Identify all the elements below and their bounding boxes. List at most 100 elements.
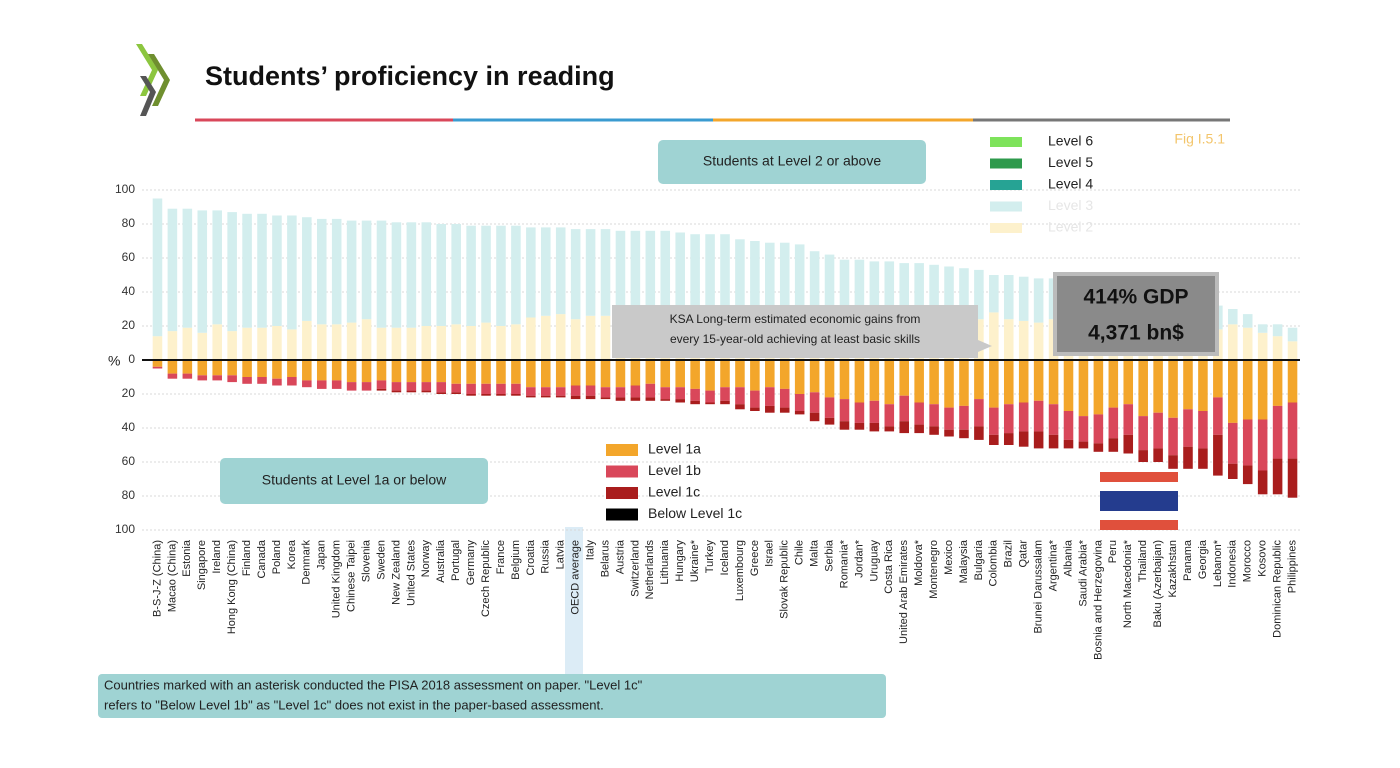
x-tick-label: Netherlands xyxy=(644,540,656,600)
x-tick-label: Albania xyxy=(1062,539,1074,577)
legend-label: Level 2 xyxy=(1048,219,1093,235)
callout-box xyxy=(220,458,488,504)
bar-segment xyxy=(1063,439,1074,449)
x-tick-label: Brazil xyxy=(1003,540,1015,568)
bar-segment xyxy=(436,360,447,383)
bar-segment xyxy=(809,412,820,422)
bar-segment xyxy=(152,366,163,369)
bar-segment xyxy=(600,315,611,360)
bar-segment xyxy=(824,360,835,398)
bar-segment xyxy=(690,234,700,315)
bar-segment xyxy=(227,212,237,332)
bar-segment xyxy=(212,360,222,376)
callout: Students at Level 2 or above xyxy=(703,153,881,169)
x-tick-label: Latvia xyxy=(555,539,567,569)
bar-segment xyxy=(914,360,924,403)
bar-segment xyxy=(436,326,447,360)
bar-segment xyxy=(1287,458,1298,498)
bar-segment xyxy=(570,319,581,360)
x-tick-label: Italy xyxy=(584,540,596,561)
x-tick-label: Canada xyxy=(256,539,268,578)
bar-segment xyxy=(839,259,850,318)
bar-segment xyxy=(1033,400,1044,432)
bar-segment xyxy=(690,388,700,401)
bar-segment xyxy=(675,360,685,388)
bar-segment xyxy=(152,336,163,360)
bar-segment xyxy=(615,230,626,320)
bar-segment xyxy=(690,400,700,405)
bar-segment xyxy=(854,422,865,430)
x-tick-label: Morocco xyxy=(1242,540,1254,582)
bar-segment xyxy=(391,360,402,383)
bar-segment xyxy=(481,394,491,396)
x-tick-label: United States xyxy=(405,540,417,607)
x-tick-label: Lebanon* xyxy=(1212,539,1224,587)
bar-segment xyxy=(630,360,641,386)
bar-segment xyxy=(1018,360,1029,403)
bar-segment xyxy=(899,421,909,434)
bar-segment xyxy=(720,234,730,320)
bar-segment xyxy=(1033,278,1044,323)
bar-segment xyxy=(451,392,461,394)
bar-segment xyxy=(1003,319,1014,360)
bar-segment xyxy=(406,382,417,391)
bar-segment xyxy=(227,360,237,376)
bar-segment xyxy=(1272,324,1283,337)
bar-segment xyxy=(526,360,536,388)
x-tick-label: Denmark xyxy=(301,540,313,585)
bar-segment xyxy=(600,360,611,388)
bar-segment xyxy=(824,254,835,316)
chart-title: Students’ proficiency in reading xyxy=(205,61,615,91)
legend-label: Level 4 xyxy=(1048,176,1093,192)
bar-segment xyxy=(541,387,551,396)
bar-segment xyxy=(1078,416,1089,442)
bar-segment xyxy=(391,222,402,328)
gdp-text: 414% GDP xyxy=(1083,286,1188,309)
bar-segment xyxy=(765,405,775,413)
bar-segment xyxy=(869,360,880,401)
x-tick-label: Baku (Azerbaijan) xyxy=(1152,540,1164,627)
bar-segment xyxy=(197,332,208,360)
bar-segment xyxy=(899,395,909,422)
bar-segment xyxy=(1033,431,1044,449)
bar-segment xyxy=(227,331,237,360)
bar-segment xyxy=(481,322,491,360)
bar-segment xyxy=(421,222,432,326)
x-tick-label: Ireland xyxy=(211,540,223,574)
y-tick-label: 60 xyxy=(122,454,136,468)
bar-segment xyxy=(779,242,790,321)
legend-swatch xyxy=(990,223,1022,233)
legend-swatch xyxy=(606,487,638,499)
bar-segment xyxy=(496,394,506,396)
x-tick-label: Argentina* xyxy=(1047,539,1059,591)
x-tick-label: New Zealand xyxy=(390,540,402,605)
legend-label: Below Level 1c xyxy=(648,505,742,521)
bar-segment xyxy=(496,225,506,326)
bar-segment xyxy=(1228,422,1238,464)
bar-segment xyxy=(735,239,745,323)
bar-segment xyxy=(1242,314,1253,328)
x-tick-label: Chile xyxy=(794,540,806,565)
x-tick-label: Kosovo xyxy=(1257,540,1269,577)
bar-segment xyxy=(346,382,357,391)
bar-segment xyxy=(899,263,909,321)
bar-segment xyxy=(914,424,924,434)
bar-segment xyxy=(585,360,596,386)
x-tick-label: Mexico xyxy=(943,540,955,575)
x-tick-label: France xyxy=(495,540,507,574)
bar-segment xyxy=(1108,360,1119,408)
x-tick-label: Singapore xyxy=(196,540,208,590)
bar-segment xyxy=(600,229,611,316)
x-tick-label: Norway xyxy=(420,540,432,578)
callout: Students at Level 1a or below xyxy=(262,472,447,488)
bar-segment xyxy=(974,319,984,360)
x-tick-label: Montenegro xyxy=(928,540,940,599)
bar-segment xyxy=(526,317,536,360)
bar-segment xyxy=(959,405,969,430)
x-tick-label: Georgia xyxy=(1197,539,1209,579)
bar-segment xyxy=(720,400,730,405)
bar-segment xyxy=(182,373,193,379)
bar-segment xyxy=(944,266,954,308)
bar-segment xyxy=(331,324,342,360)
bar-segment xyxy=(675,232,685,316)
